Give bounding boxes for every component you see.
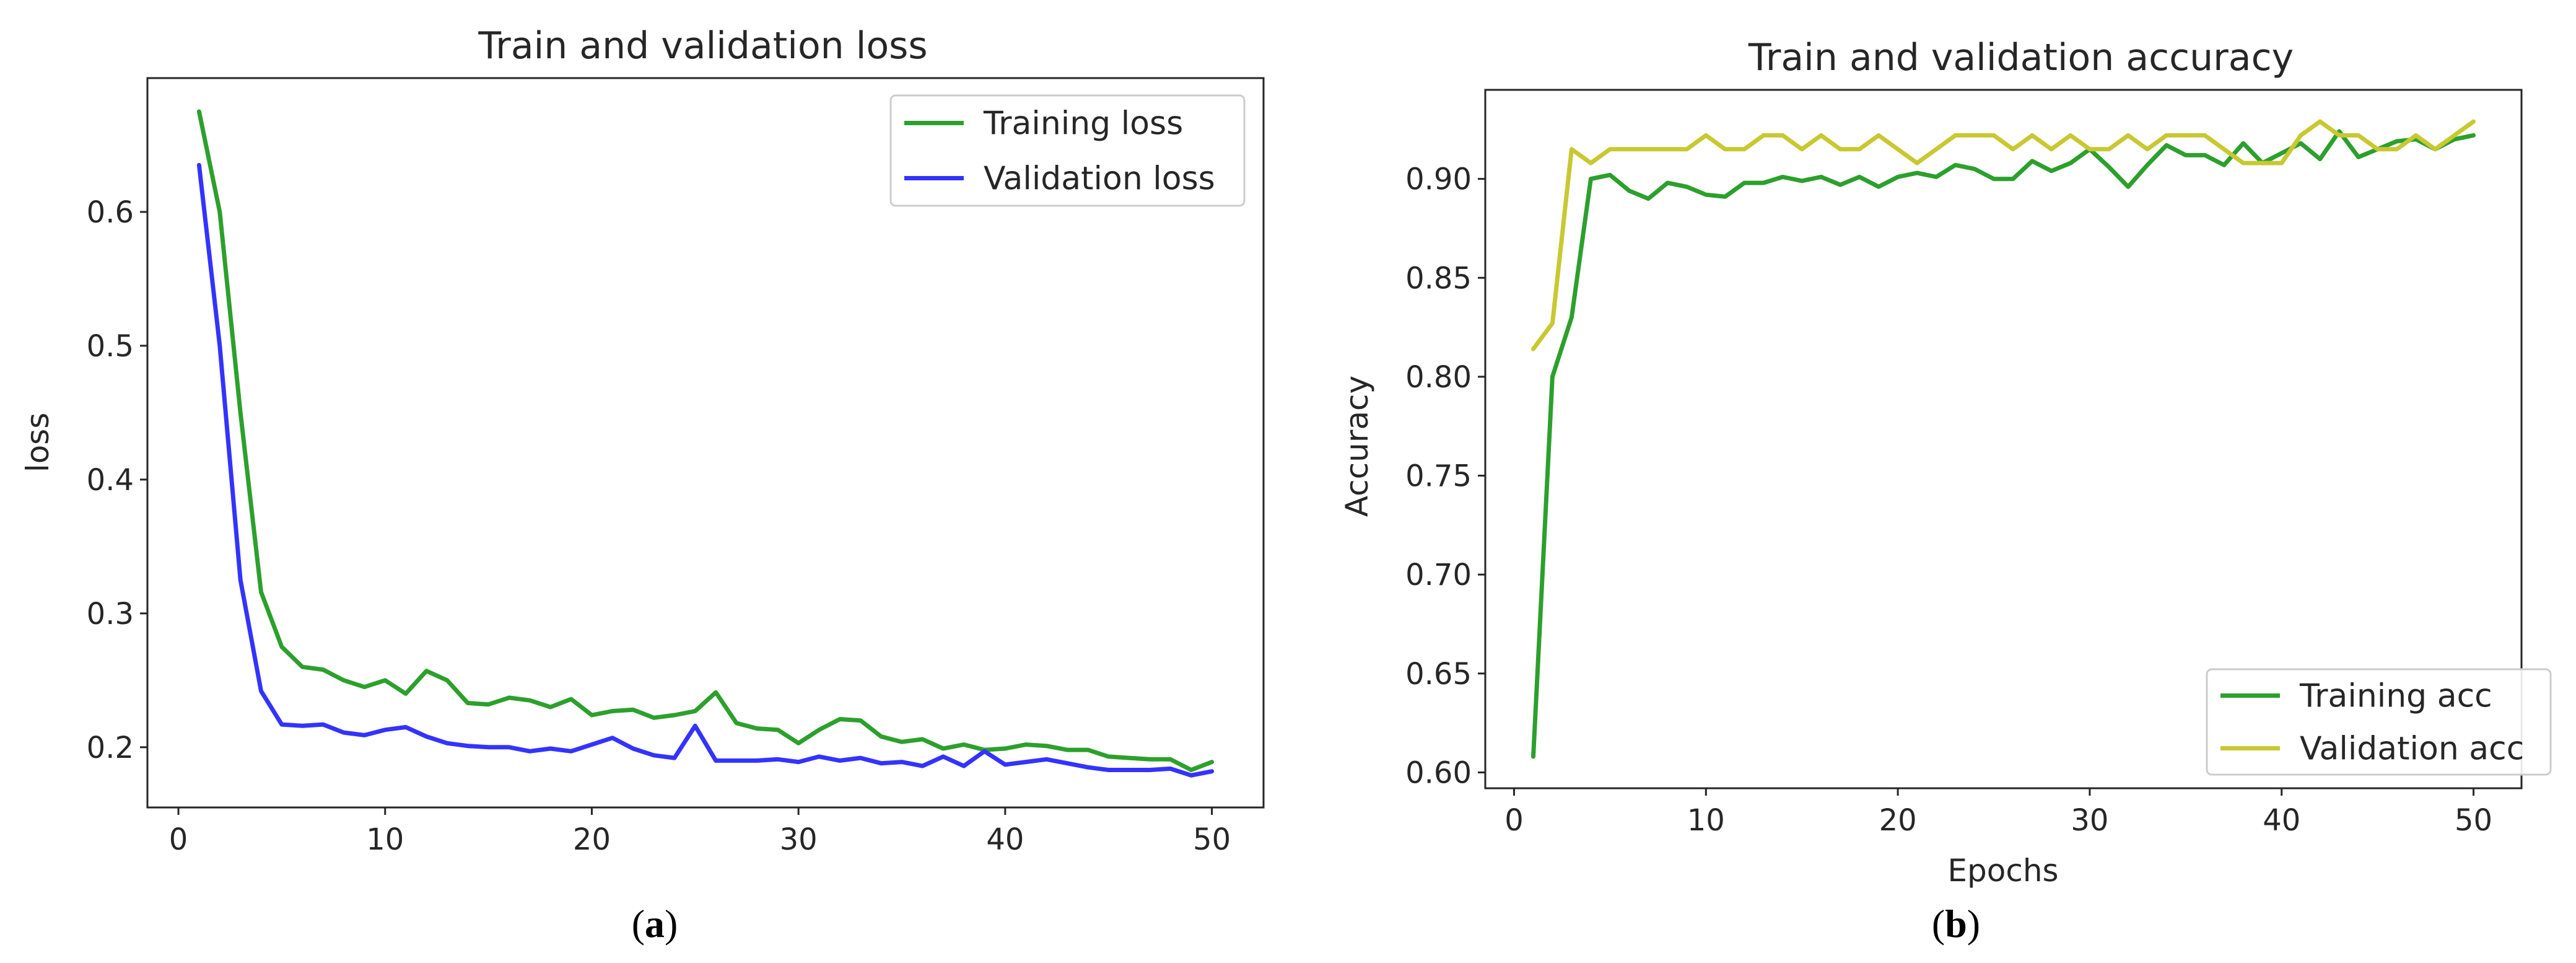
panel-b-label: (b) [1932,902,1980,946]
accuracy-x-tick-label: 40 [2263,803,2300,838]
loss-x-tick-label: 50 [1193,822,1231,857]
loss-x-tick-label: 0 [169,822,188,857]
loss-y-tick-label: 0.5 [87,329,134,364]
accuracy-plot-frame [1484,89,2523,789]
accuracy-chart-title: Train and validation accuracy [1748,36,2294,79]
accuracy-y-tick-label: 0.85 [1405,261,1472,296]
loss-y-tick-label: 0.3 [87,597,134,631]
training-acc-legend-label: Training acc [2299,678,2492,715]
panel-a-label: (a) [632,902,678,946]
training-acc-line [1531,129,2476,759]
loss-chart: Train and validation loss 0 10 20 30 40 50 0.2… [20,24,1265,946]
loss-x-tick-label: 10 [366,822,404,857]
loss-y-tick-label: 0.6 [87,195,134,230]
accuracy-y-tick-label: 0.80 [1405,360,1472,395]
validation-acc-legend-label: Validation acc [2300,731,2524,768]
accuracy-chart: Train and validation accuracy 0 10 20 30 40 5… [1339,36,2552,946]
accuracy-y-tick-label: 0.60 [1405,755,1472,790]
accuracy-x-tick-label: 20 [1879,803,1917,838]
loss-legend [889,94,1246,207]
validation-loss-line [196,162,1215,778]
accuracy-x-tick-label: 0 [1504,803,1524,838]
validation-acc-line [1531,119,2476,351]
loss-x-tick-label: 30 [780,822,818,857]
accuracy-y-axis-label: Accuracy [1339,376,1375,517]
loss-y-axis-label: loss [20,413,56,473]
accuracy-x-axis-label: Epochs [1947,853,2058,889]
accuracy-x-tick-label: 50 [2455,803,2492,838]
training-loss-legend-label: Training loss [983,105,1183,143]
loss-y-tick-label: 0.2 [87,731,134,765]
accuracy-x-tick-label: 10 [1687,803,1725,838]
loss-x-tick-label: 20 [573,822,611,857]
accuracy-y-tick-label: 0.65 [1405,657,1472,692]
loss-chart-title: Train and validation loss [478,24,927,68]
loss-y-tick-label: 0.4 [87,463,134,498]
training-loss-line [196,109,1215,772]
loss-x-tick-label: 40 [986,822,1024,857]
accuracy-x-tick-label: 30 [2071,803,2108,838]
validation-loss-legend-label: Validation loss [984,160,1215,198]
accuracy-y-tick-label: 0.75 [1405,459,1472,494]
accuracy-y-tick-label: 0.90 [1405,162,1472,197]
accuracy-y-tick-label: 0.70 [1405,558,1472,592]
loss-plot-frame [146,77,1265,809]
accuracy-legend [2206,668,2552,776]
